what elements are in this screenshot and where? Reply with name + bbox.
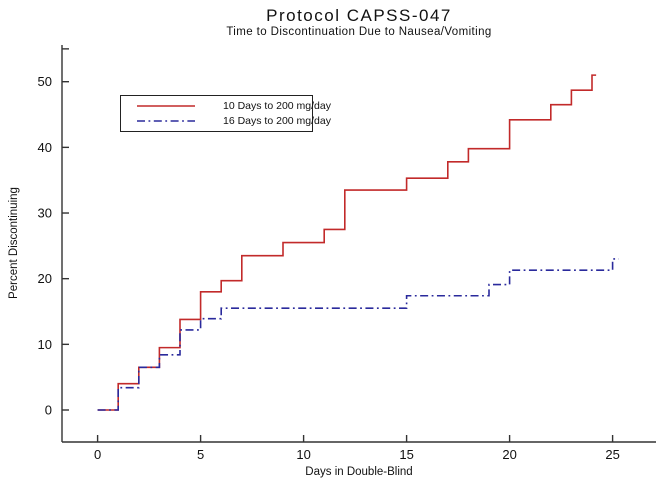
tick-label: 50 xyxy=(38,74,52,89)
tick-label: 40 xyxy=(38,140,52,155)
tick-label: 15 xyxy=(399,447,413,462)
tick-label: 20 xyxy=(38,271,52,286)
tick-label: 10 xyxy=(38,337,52,352)
chart-title: Protocol CAPSS-047 xyxy=(266,6,452,25)
legend-label-series-2: 16 Days to 200 mg/day xyxy=(223,115,331,127)
tick-label: 25 xyxy=(605,447,619,462)
series-dash-dot-path xyxy=(97,258,619,411)
tick-label: 10 xyxy=(296,447,310,462)
tick-label: 20 xyxy=(502,447,516,462)
series-solid-path xyxy=(97,74,597,411)
chart-subtitle: Time to Discontinuation Due to Nausea/Vo… xyxy=(226,26,492,38)
tick-label: 0 xyxy=(45,403,52,418)
legend-swatch-dashdot-line xyxy=(137,120,195,122)
legend-label-series-1: 10 Days to 200 mg/day xyxy=(223,100,331,112)
tick-label: 0 xyxy=(94,447,101,462)
legend-box: 10 Days to 200 mg/day 16 Days to 200 mg/… xyxy=(120,95,331,132)
tick-label: 30 xyxy=(38,206,52,221)
x-axis-label: Days in Double-Blind xyxy=(305,466,413,478)
legend-item: 16 Days to 200 mg/day xyxy=(121,115,331,128)
legend-item: 10 Days to 200 mg/day xyxy=(121,100,331,113)
legend-swatch-solid-line xyxy=(137,105,195,107)
tick-label: 5 xyxy=(197,447,204,462)
